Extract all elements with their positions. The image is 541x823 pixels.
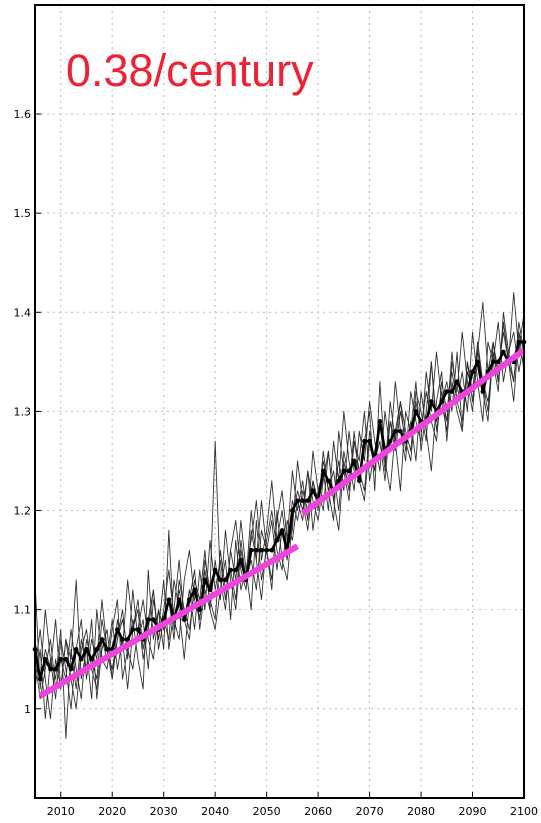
ensemble-mean-point bbox=[490, 359, 496, 365]
ensemble-mean-point bbox=[223, 577, 228, 583]
ensemble-mean-point bbox=[192, 587, 197, 593]
ensemble-mean-point bbox=[429, 399, 434, 404]
ensemble-mean-point bbox=[413, 409, 419, 414]
y-tick-label: 1.1 bbox=[14, 604, 32, 617]
ensemble-mean-point bbox=[470, 369, 475, 375]
ensemble-mean-point bbox=[248, 547, 254, 553]
ensemble-mean-point bbox=[176, 597, 182, 603]
ensemble-mean-point bbox=[475, 359, 480, 365]
trend-line bbox=[300, 347, 526, 516]
ensemble-mean-point bbox=[79, 656, 84, 662]
y-tick-label: 1.6 bbox=[14, 108, 32, 121]
ensemble-mean-point bbox=[346, 468, 352, 474]
ensemble-mean-point bbox=[480, 389, 486, 394]
ensemble-mean-point bbox=[151, 617, 156, 622]
ensemble-mean-point bbox=[115, 627, 120, 632]
ensemble-mean-point bbox=[377, 419, 383, 424]
ensemble-mean-point bbox=[181, 617, 187, 622]
x-tick-label: 2010 bbox=[47, 805, 75, 818]
ensemble-mean-point bbox=[320, 468, 326, 474]
x-tick-label: 2040 bbox=[201, 805, 229, 818]
ensemble-mean-point bbox=[125, 637, 130, 642]
x-tick-label: 2090 bbox=[459, 805, 487, 818]
ensemble-mean-point bbox=[104, 647, 110, 652]
ensemble-mean-point bbox=[444, 389, 450, 394]
ensemble-mean-point bbox=[290, 508, 295, 513]
ensemble-mean-point bbox=[145, 617, 151, 622]
ensemble-mean-point bbox=[398, 428, 403, 434]
x-tick-label: 2100 bbox=[510, 805, 538, 818]
ensemble-mean-point bbox=[212, 567, 218, 573]
ensemble-mean-point bbox=[207, 587, 213, 593]
y-tick-label: 1.2 bbox=[14, 505, 32, 518]
ensemble-mean-point bbox=[63, 656, 69, 662]
ensemble-mean-point bbox=[135, 627, 141, 632]
x-tick-label: 2030 bbox=[150, 805, 178, 818]
ensemble-mean-point bbox=[218, 577, 223, 583]
ensemble-mean-point bbox=[42, 656, 48, 662]
ensemble-mean-point bbox=[233, 567, 239, 573]
ensemble-mean-point bbox=[336, 478, 341, 484]
ensemble-mean-point bbox=[310, 488, 316, 494]
ensemble-mean-point bbox=[264, 547, 269, 553]
ensemble-mean-point bbox=[501, 349, 506, 355]
ensemble-mean-point bbox=[454, 379, 460, 384]
ensemble-mean-point bbox=[197, 607, 203, 612]
ensemble-mean-point bbox=[120, 637, 125, 642]
ensemble-mean-point bbox=[130, 627, 136, 632]
ensemble-mean-point bbox=[387, 438, 393, 444]
ensemble-mean-point bbox=[326, 478, 331, 484]
ensemble-mean-point bbox=[254, 547, 259, 553]
ensemble-mean-point bbox=[439, 399, 444, 404]
ensemble-mean-point bbox=[73, 647, 79, 652]
ensemble-mean-point bbox=[300, 498, 305, 503]
ensemble-mean-point bbox=[37, 676, 43, 682]
ensemble-mean-point bbox=[166, 597, 172, 603]
ensemble-mean-point bbox=[305, 498, 311, 503]
trend-line bbox=[38, 543, 300, 699]
ensemble-mean-point bbox=[187, 597, 192, 603]
ensemble-mean-point bbox=[68, 666, 74, 672]
ensemble-mean-point bbox=[53, 666, 58, 672]
ensemble-mean-point bbox=[362, 438, 367, 444]
ensemble-mean-point bbox=[48, 666, 53, 672]
ensemble-mean-point bbox=[228, 567, 233, 573]
ensemble-mean-point bbox=[449, 389, 455, 394]
x-tick-label: 2060 bbox=[304, 805, 332, 818]
x-tick-label: 2080 bbox=[407, 805, 435, 818]
trend-rate-annotation: 0.38/century bbox=[66, 45, 314, 96]
ensemble-mean-point bbox=[259, 547, 264, 553]
ensemble-mean-point bbox=[367, 438, 372, 444]
axis-ticks: 2010 2020 2030 2040 2050 2060 2070 2080 2090 2100… bbox=[14, 108, 539, 818]
y-tick-label: 1.3 bbox=[14, 405, 32, 418]
ensemble-mean-point bbox=[516, 339, 522, 345]
ensemble-mean-point bbox=[202, 577, 208, 583]
y-tick-label: 1.5 bbox=[14, 207, 32, 220]
ensemble-mean-point bbox=[341, 468, 347, 474]
ensemble-mean-point bbox=[393, 428, 398, 434]
plot-frame bbox=[34, 4, 525, 799]
ensemble-mean-point bbox=[99, 637, 105, 642]
ensemble-mean-point bbox=[238, 557, 244, 563]
y-tick-label: 1.4 bbox=[14, 306, 32, 319]
ensemble-mean-point bbox=[84, 647, 89, 652]
ensemble-member-line bbox=[34, 321, 525, 700]
ensemble-mean-point bbox=[274, 537, 280, 543]
x-tick-label: 2070 bbox=[356, 805, 384, 818]
y-tick-label: 1 bbox=[24, 703, 31, 716]
ensemble-mean-point bbox=[94, 647, 100, 652]
ensemble-mean-point bbox=[269, 547, 275, 553]
x-tick-label: 2020 bbox=[98, 805, 126, 818]
ensemble-mean-point bbox=[279, 528, 285, 533]
x-tick-label: 2050 bbox=[253, 805, 281, 818]
ensemble-mean-point bbox=[495, 359, 501, 365]
ensemble-mean-point bbox=[351, 458, 357, 464]
ensemble-mean-point bbox=[295, 498, 300, 503]
ensemble-mean-point bbox=[356, 478, 362, 484]
ensemble-mean-point bbox=[58, 656, 64, 662]
trend-lines bbox=[38, 347, 526, 699]
ensemble-mean-point bbox=[89, 656, 94, 662]
